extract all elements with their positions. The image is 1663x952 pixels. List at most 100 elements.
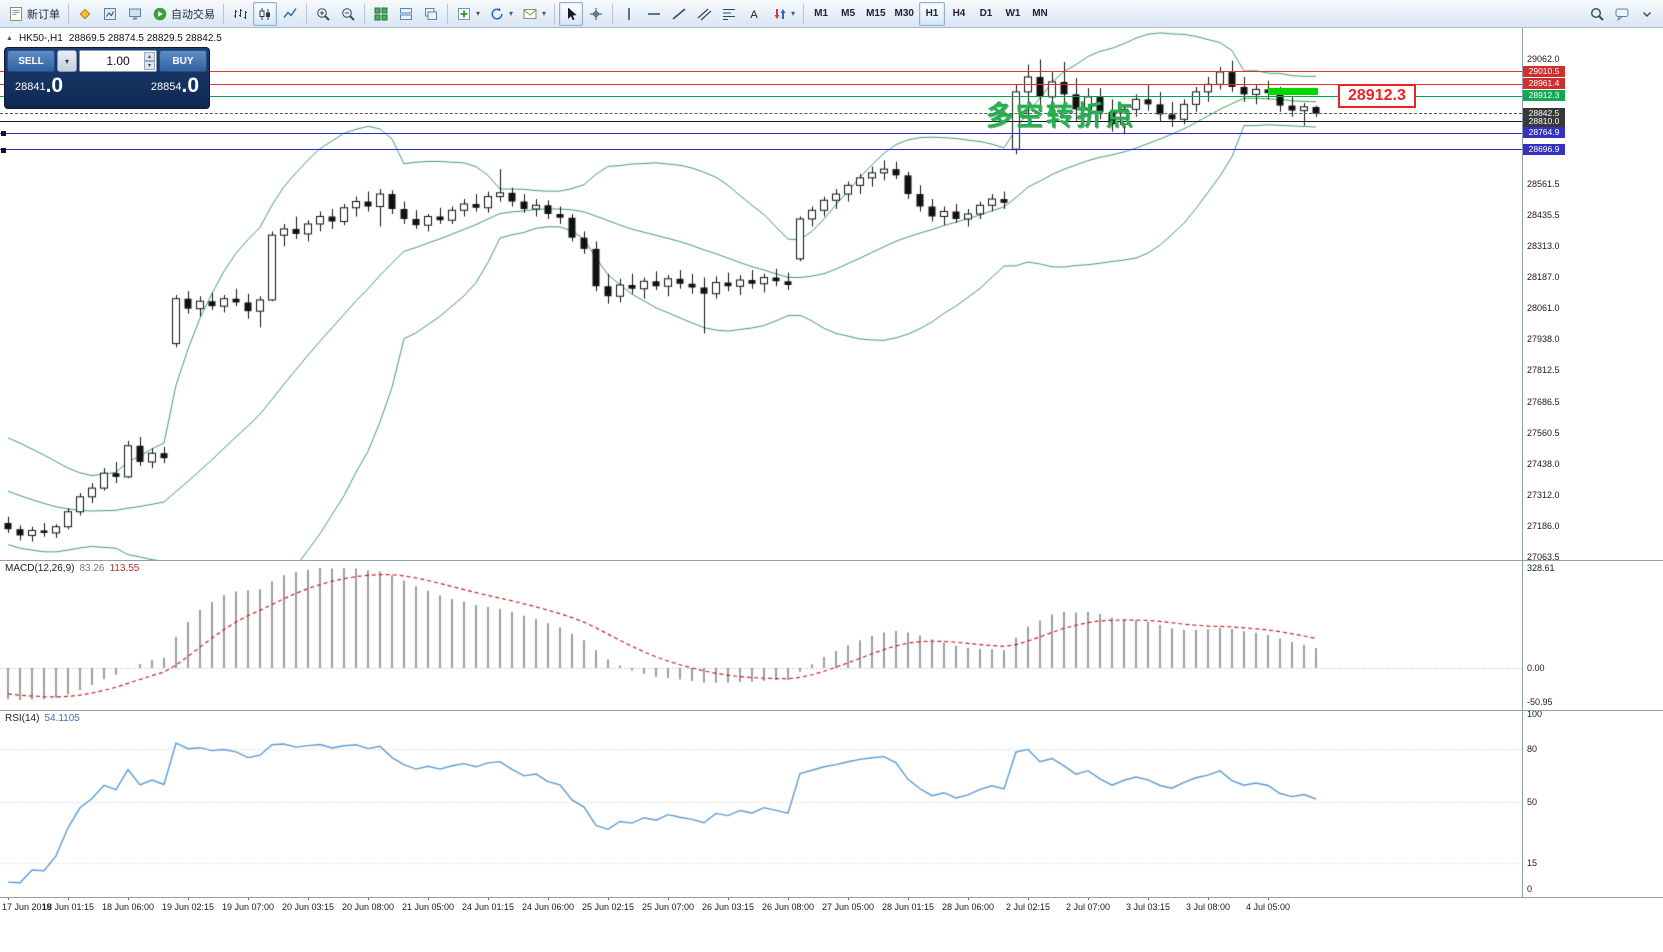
search-button-glyph xyxy=(1590,7,1604,21)
macd-pane-canvas[interactable] xyxy=(0,560,1522,710)
pane-separator-macd-rsi[interactable] xyxy=(0,710,1663,711)
dropdown-arrow-icon: ▾ xyxy=(476,9,481,18)
price-axis-label: 28435.5 xyxy=(1527,210,1560,221)
sell-button[interactable]: SELL xyxy=(7,50,55,72)
toolbar-overflow-button[interactable] xyxy=(1635,2,1659,26)
autotrade-button[interactable]: 自动交易 xyxy=(148,2,219,26)
time-axis-label: 20 Jun 03:15 xyxy=(281,902,335,912)
line-chart-button-glyph xyxy=(283,7,297,18)
time-axis-label: 4 Jul 05:00 xyxy=(1245,902,1291,912)
macd-name: MACD(12,26,9) xyxy=(5,563,75,574)
terminal-icon[interactable] xyxy=(123,2,147,26)
price-callout-box[interactable]: 28912.3 xyxy=(1338,84,1416,108)
macd-value: 83.26 xyxy=(79,563,105,574)
highlight-segment xyxy=(1268,88,1318,95)
search-button[interactable] xyxy=(1585,2,1609,26)
rsi-pane-canvas[interactable] xyxy=(0,710,1522,897)
timeframe-w1[interactable]: W1 xyxy=(1000,2,1026,26)
ask-frac: .0 xyxy=(181,74,199,97)
timeframe-d1[interactable]: D1 xyxy=(973,2,999,26)
zoom-in-button[interactable] xyxy=(311,2,335,26)
spin-up-icon[interactable]: ▴ xyxy=(144,52,155,61)
timeframe-h4[interactable]: H4 xyxy=(946,2,972,26)
one-click-trading-panel: SELL ▾ 1.00 ▴ ▾ BUY 28841.0 28854.0 xyxy=(4,47,210,109)
price-axis-label: 28061.0 xyxy=(1527,303,1560,314)
horizontal-line-button[interactable] xyxy=(642,2,666,26)
price-tag: 28764.9 xyxy=(1523,127,1565,139)
time-axis-label: 19 Jun 02:15 xyxy=(161,902,215,912)
price-axis-label: 27438.0 xyxy=(1527,458,1560,469)
channel-button-glyph xyxy=(697,8,712,20)
toolbar-button-label: M1 xyxy=(814,8,829,19)
price-axis-label: 27312.0 xyxy=(1527,490,1560,501)
crosshair-button[interactable] xyxy=(584,2,608,26)
fibonacci-button[interactable] xyxy=(717,2,741,26)
toolbar-button-label: 新订单 xyxy=(27,8,60,21)
timeframe-m1[interactable]: M1 xyxy=(808,2,834,26)
toolbar-separator xyxy=(803,3,805,24)
chat-button[interactable] xyxy=(1610,2,1634,26)
toolbar-button-label: W1 xyxy=(1005,8,1021,19)
arrows-button[interactable]: ▾ xyxy=(767,2,799,26)
price-axis-label: 28561.5 xyxy=(1527,178,1560,189)
price-axis-label: 29062.0 xyxy=(1527,54,1560,64)
dropdown-arrow-icon: ▾ xyxy=(509,9,514,18)
timeframe-h1[interactable]: H1 xyxy=(918,1,945,26)
price-axis-label: 27686.5 xyxy=(1527,396,1560,407)
time-axis-label: 25 Jun 02:15 xyxy=(581,902,635,912)
collapse-arrow-icon[interactable]: ▲ xyxy=(6,35,13,42)
rsi-axis-label: 15 xyxy=(1527,857,1538,868)
cascade-windows-button[interactable] xyxy=(419,2,443,26)
bid-price[interactable]: 28841.0 xyxy=(15,75,63,97)
indicators-button[interactable]: ▾ xyxy=(452,2,484,26)
bid-frac: .0 xyxy=(45,74,64,97)
time-axis-label: 26 Jun 03:15 xyxy=(701,902,755,912)
time-axis-label: 19 Jun 07:00 xyxy=(221,902,275,912)
timeframe-m30[interactable]: M30 xyxy=(891,2,918,26)
channel-button[interactable] xyxy=(692,2,716,26)
ask-price[interactable]: 28854.0 xyxy=(151,75,199,97)
periods-button[interactable]: ▾ xyxy=(485,2,517,26)
candlestick-chart-button[interactable] xyxy=(253,1,277,26)
bar-chart-button[interactable] xyxy=(228,2,252,26)
new-order-button[interactable]: 新订单 xyxy=(4,2,64,26)
terminal-icon-glyph xyxy=(129,8,141,19)
time-axis-label: 21 Jun 05:00 xyxy=(401,902,455,912)
zoom-out-button[interactable] xyxy=(336,2,360,26)
volume-field[interactable]: 1.00 ▴ ▾ xyxy=(79,50,157,72)
cursor-button[interactable] xyxy=(559,1,584,26)
line-chart-button[interactable] xyxy=(278,2,302,26)
timeframe-m5[interactable]: M5 xyxy=(835,2,861,26)
buy-button[interactable]: BUY xyxy=(159,50,207,72)
trendline-button[interactable] xyxy=(667,2,691,26)
data-window-icon[interactable] xyxy=(98,2,122,26)
price-tag: 29010.5 xyxy=(1523,65,1565,77)
templates-button-glyph xyxy=(523,8,537,19)
rsi-name: RSI(14) xyxy=(5,713,40,724)
price-tag: 28810.0 xyxy=(1523,115,1565,127)
order-type-dropdown[interactable]: ▾ xyxy=(57,50,77,72)
trendline-button-glyph xyxy=(672,7,686,20)
vertical-line-button[interactable] xyxy=(617,2,641,26)
indicators-button-glyph xyxy=(458,7,470,20)
tile-windows-button[interactable] xyxy=(369,2,393,26)
ohlc-values: 28869.5 28874.5 28829.5 28842.5 xyxy=(68,33,222,44)
timeframe-mn[interactable]: MN xyxy=(1027,2,1053,26)
arrange-windows-button[interactable] xyxy=(394,2,418,26)
toolbar-separator xyxy=(364,3,365,24)
toolbar-separator xyxy=(612,3,614,24)
toolbar-separator xyxy=(223,3,224,24)
rsi-axis-label: 50 xyxy=(1527,796,1538,807)
spin-down-icon[interactable]: ▾ xyxy=(144,61,155,70)
time-axis-label: 27 Jun 05:00 xyxy=(821,902,875,912)
volume-spinner[interactable]: ▴ ▾ xyxy=(144,52,155,70)
pane-separator-main-macd[interactable] xyxy=(0,560,1663,561)
text-label-button[interactable]: A xyxy=(742,2,766,26)
templates-button[interactable]: ▾ xyxy=(518,2,550,26)
time-axis-label: 2 Jul 02:15 xyxy=(1005,902,1051,912)
expert-advisors-icon[interactable] xyxy=(73,2,97,26)
symbol-timeframe: HK50-,H1 xyxy=(18,33,63,44)
price-chart-canvas[interactable] xyxy=(0,28,1522,560)
timeframe-m15[interactable]: M15 xyxy=(862,2,889,26)
toolbar-button-label: MN xyxy=(1032,8,1048,19)
